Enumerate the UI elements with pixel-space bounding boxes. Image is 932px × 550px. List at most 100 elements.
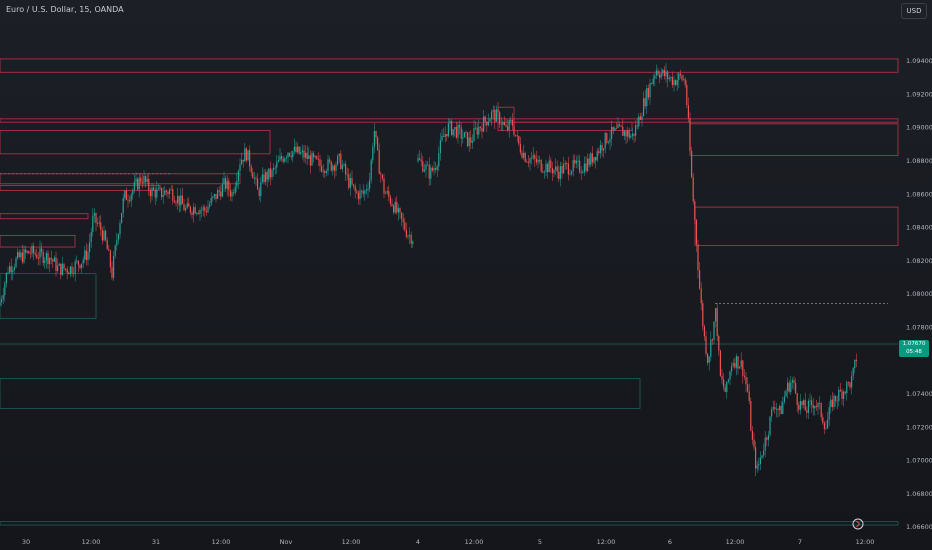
candle-body (679, 73, 681, 76)
candle-body (365, 190, 367, 192)
candle-body (217, 190, 219, 200)
candle-body (635, 125, 637, 136)
candle-body (836, 400, 838, 402)
candle-body (127, 199, 129, 201)
candle-body (412, 241, 414, 244)
candle-body (89, 242, 91, 253)
candle-body (207, 207, 209, 213)
candle-body (518, 136, 520, 144)
candle-body (771, 409, 773, 417)
candle-body (619, 124, 621, 126)
candle-body (39, 248, 41, 259)
candle-body (643, 98, 645, 116)
candle-body (830, 399, 832, 408)
candle-body (718, 335, 720, 351)
candle-body (113, 256, 115, 278)
candle-body (308, 155, 310, 160)
candle-body (269, 168, 271, 178)
candle-body (266, 172, 268, 180)
candle-body (593, 157, 595, 163)
candle-body (90, 231, 92, 243)
candle-body (439, 140, 441, 154)
candle-body (487, 121, 489, 126)
candle-body (806, 410, 808, 413)
candle-body (260, 182, 262, 196)
candle-body (641, 115, 643, 120)
candle-body (383, 178, 385, 194)
candle-body (410, 234, 412, 244)
candle-body (489, 119, 491, 122)
time-axis[interactable]: 30 12:00 31 12:00 Nov 12:00 4 12:00 5 12:00 6 12:00… (22, 538, 875, 546)
candle-body (41, 248, 43, 252)
candle-body (686, 84, 688, 106)
candle-body (503, 122, 505, 126)
candle-body (193, 207, 195, 215)
candle-body (479, 126, 481, 128)
candle-body (705, 336, 707, 354)
candle-body (835, 395, 837, 401)
candle-body (141, 182, 143, 183)
price-axis[interactable]: 1.09400 1.09200 1.09000 1.08800 1.08600 1.084… (906, 57, 932, 531)
candle-body (170, 189, 172, 191)
candle-body (186, 203, 188, 208)
candle-body (149, 190, 151, 197)
candle-body (122, 197, 124, 213)
candle-body (751, 430, 753, 440)
candle-body (519, 143, 521, 153)
candle-body (425, 164, 427, 170)
candle-body (335, 164, 337, 171)
candle-body (212, 196, 214, 198)
candle-body (428, 164, 430, 179)
currency-button[interactable]: USD (901, 3, 927, 19)
candle-body (125, 190, 127, 200)
candle-body (81, 263, 83, 268)
candle-body (585, 163, 587, 171)
candle-body (783, 396, 785, 403)
candle-body (631, 133, 633, 137)
candle-body (644, 98, 646, 107)
candle-body (201, 209, 203, 211)
candle-body (151, 187, 153, 197)
candle-body (194, 207, 196, 214)
candle-body (409, 234, 411, 236)
candle-body (507, 126, 509, 131)
candle-body (815, 406, 817, 408)
candle-body (23, 249, 25, 263)
candle-body (799, 401, 801, 410)
candle-body (361, 190, 363, 192)
time-tick-label: 5 (538, 538, 542, 546)
candle-body (202, 207, 204, 210)
candle-body (561, 166, 563, 174)
candle-body (105, 230, 107, 240)
candle-body (611, 126, 613, 139)
candle-body (537, 159, 539, 163)
candle-body (13, 267, 15, 270)
candle-body (486, 121, 488, 126)
candle-body (659, 74, 661, 78)
candle-body (25, 249, 27, 253)
candle-body (306, 152, 308, 160)
candle-body (563, 164, 565, 174)
candle-body (175, 202, 177, 204)
candle-body (33, 245, 35, 254)
candle-body (652, 78, 654, 85)
candle-body (838, 389, 840, 401)
candle-body (471, 141, 473, 143)
candle-body (338, 153, 340, 157)
candle-body (108, 249, 110, 251)
replay-icon[interactable] (852, 518, 864, 530)
candle-body (753, 439, 755, 448)
candle-body (811, 400, 813, 405)
candle-body (524, 152, 526, 162)
candle-body (697, 244, 699, 271)
candle-body (833, 395, 835, 408)
candle-body (167, 192, 169, 194)
candle-body (444, 134, 446, 137)
candle-body (301, 150, 303, 153)
candle-body (551, 167, 553, 174)
candle-body (401, 212, 403, 220)
candle-body (595, 157, 597, 161)
candle-body (209, 204, 211, 208)
